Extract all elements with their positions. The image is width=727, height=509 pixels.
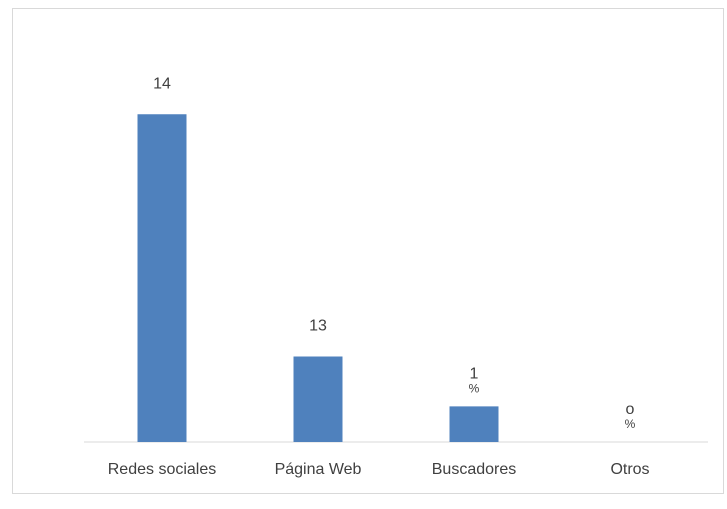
x-tick-labels-group: Redes sociales Página Web Buscadores Otros	[108, 461, 650, 478]
x-tick-label-1: Página Web	[275, 461, 362, 478]
chart-border	[12, 8, 724, 494]
bar-2	[449, 406, 499, 442]
data-label-3-line-1: %	[625, 417, 636, 431]
data-label-2: 1	[470, 365, 479, 382]
x-tick-label-2: Buscadores	[432, 461, 517, 478]
bars-group	[137, 114, 499, 442]
bar-1	[293, 356, 343, 442]
data-label-2-line-1: %	[469, 381, 480, 395]
data-label-3: o	[626, 401, 635, 418]
bar-0	[137, 114, 187, 442]
data-label-1: 13	[309, 318, 327, 335]
x-tick-label-0: Redes sociales	[108, 461, 217, 478]
data-label-0: 14	[153, 75, 171, 92]
x-tick-label-3: Otros	[610, 461, 649, 478]
